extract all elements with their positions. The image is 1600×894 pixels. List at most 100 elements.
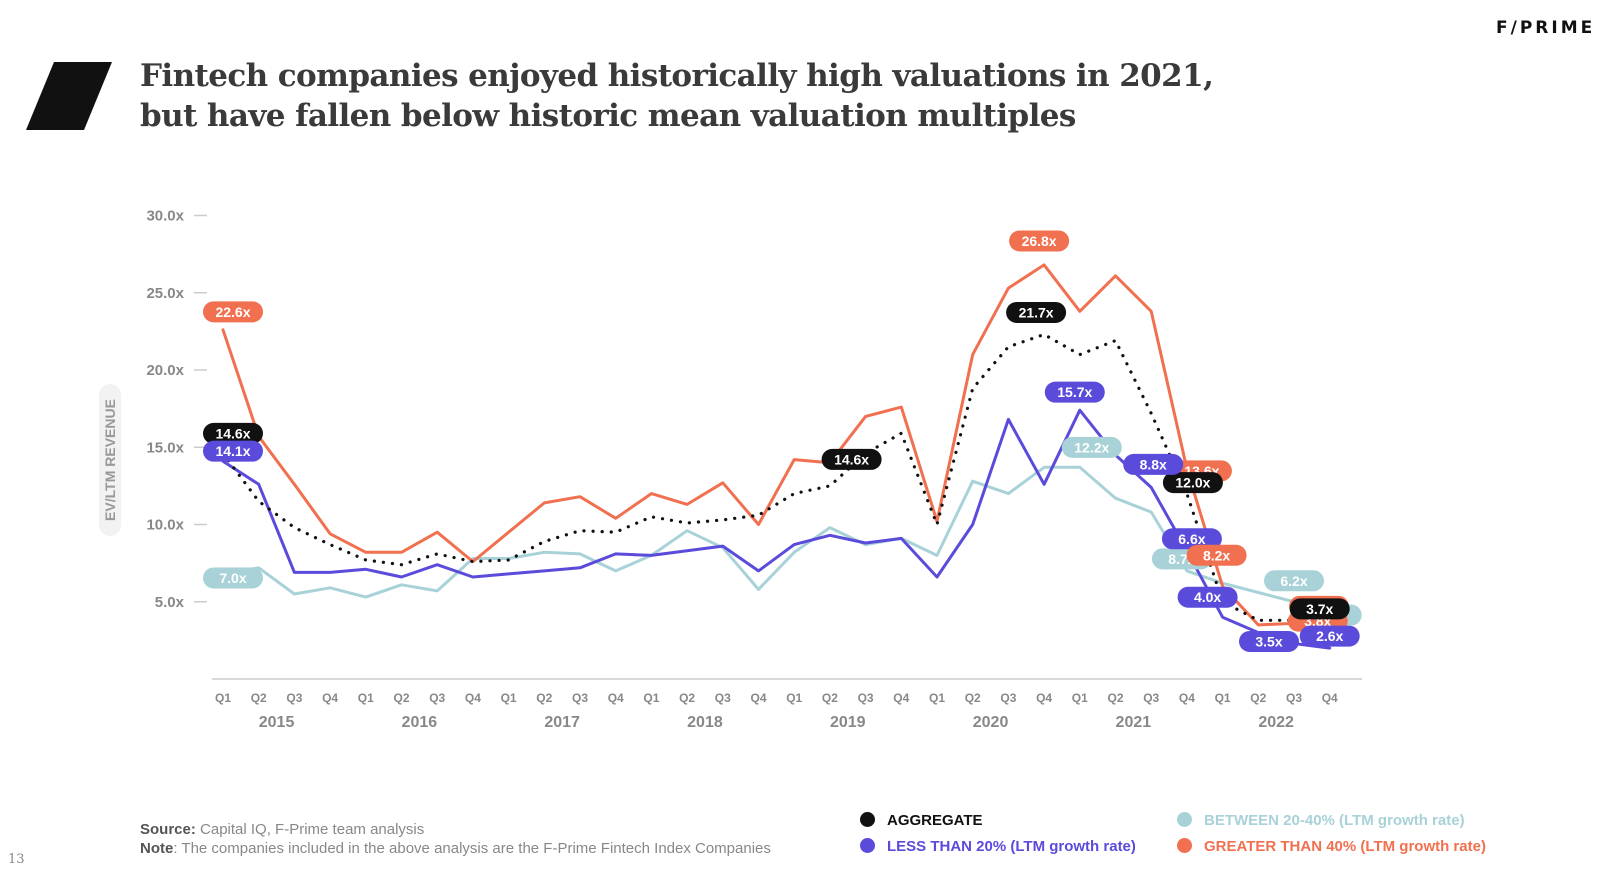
x-tick-label: Q1 (786, 691, 802, 705)
x-tick-label: Q2 (251, 691, 267, 705)
legend-item-less-than-20: LESS THAN 20% (LTM growth rate) (860, 838, 1136, 855)
legend-item-aggregate: AGGREGATE (860, 812, 983, 829)
x-year-label: 2015 (259, 714, 295, 731)
y-axis-label-bg (99, 384, 121, 536)
x-tick-label: Q1 (1072, 691, 1088, 705)
data-label-bg (821, 448, 882, 470)
data-label-text: 2.6x (1316, 628, 1343, 644)
series-line-between-20-40 (221, 465, 1332, 630)
data-label-text: 22.6x (215, 304, 250, 320)
data-label-between-20-40: 7.0x (203, 567, 263, 589)
data-label-text: 6.2x (1280, 573, 1307, 589)
x-tick-label: Q4 (1322, 691, 1338, 705)
data-label-text: 14.6x (834, 451, 869, 467)
data-label-aggregate: 12.0x (1162, 472, 1223, 494)
x-tick-label: Q1 (643, 691, 659, 705)
footnote: Source: Capital IQ, F-Prime team analysi… (140, 820, 771, 858)
data-label-bg (1264, 570, 1324, 592)
data-label-text: 14.6x (215, 425, 250, 441)
data-label-less-than-20: 2.6x (1299, 625, 1360, 647)
source-label: Source: (140, 821, 196, 838)
data-label-text: 12.0x (1175, 475, 1210, 491)
series-line-less-than-20 (221, 408, 1332, 650)
x-tick-label: Q3 (429, 691, 445, 705)
data-label-bg (1009, 230, 1070, 252)
y-axis-label-group: EV/LTM REVENUE (99, 384, 121, 536)
data-label-text: 12.2x (1074, 439, 1109, 455)
data-label-bg (1289, 598, 1350, 620)
x-tick-label: Q3 (1143, 691, 1159, 705)
data-label-aggregate: 3.7x (1289, 598, 1350, 620)
y-tick-label: 5.0x (155, 594, 185, 611)
data-label-text: 6.6x (1178, 531, 1205, 547)
x-year-label: 2019 (830, 714, 866, 731)
data-label-text: 14.1x (215, 443, 250, 459)
data-label-text: 7.0x (219, 570, 246, 586)
data-label-text: 3.7x (1306, 601, 1333, 617)
x-tick-label: Q2 (1107, 691, 1123, 705)
x-tick-label: Q4 (608, 691, 624, 705)
brand-logo: F/PRIME (1496, 18, 1596, 38)
source-text: Capital IQ, F-Prime team analysis (200, 821, 425, 838)
x-tick-label: Q2 (965, 691, 981, 705)
y-tick-label: 10.0x (146, 517, 184, 534)
x-year-label: 2018 (687, 714, 723, 731)
x-tick-label: Q1 (1215, 691, 1231, 705)
x-tick-label: Q4 (893, 691, 909, 705)
y-axis-label: EV/LTM REVENUE (102, 399, 118, 521)
title-line-2: but have fallen below historic mean valu… (140, 98, 1076, 134)
x-tick-label: Q3 (286, 691, 302, 705)
x-tick-label: Q2 (393, 691, 409, 705)
x-tick-label: Q2 (679, 691, 695, 705)
series-line-aggregate (221, 332, 1332, 624)
data-label-bg (1044, 381, 1105, 403)
data-label-bg (203, 440, 263, 462)
data-label-less-than-20: 14.1x (203, 440, 263, 462)
data-label-less-than-20: 4.0x (1177, 586, 1238, 608)
legend-label-aggregate: AGGREGATE (887, 812, 983, 829)
page-number: 13 (8, 852, 25, 867)
data-label-text: 15.7x (1057, 384, 1092, 400)
x-year-label: 2016 (402, 714, 438, 731)
legend-swatch-less-than-20 (860, 838, 875, 853)
x-tick-label: Q3 (715, 691, 731, 705)
x-tick-label: Q2 (1250, 691, 1266, 705)
data-label-less-than-20: 6.6x (1161, 528, 1222, 550)
data-label-text: 4.0x (1194, 589, 1221, 605)
x-tick-label: Q4 (322, 691, 338, 705)
data-label-less-than-20: 15.7x (1044, 381, 1105, 403)
x-tick-label: Q1 (358, 691, 374, 705)
x-tick-label: Q4 (750, 691, 766, 705)
legend-item-greater-than-40: GREATER THAN 40% (LTM growth rate) (1177, 838, 1486, 855)
data-label-bg (1186, 544, 1247, 566)
x-tick-label: Q4 (465, 691, 481, 705)
legend-swatch-greater-than-40 (1177, 838, 1192, 853)
data-label-bg (1162, 472, 1223, 494)
x-tick-label: Q1 (215, 691, 231, 705)
line-chart: 5.0x 10.0x 15.0x 20.0x 25.0x 30.0x EV/LTM REVE… (99, 208, 1362, 731)
data-label-bg (1177, 586, 1238, 608)
x-tick-label: Q3 (572, 691, 588, 705)
x-tick-label: Q2 (536, 691, 552, 705)
x-tick-label: Q3 (1286, 691, 1302, 705)
data-label-bg (1161, 528, 1222, 550)
data-label-text: 26.8x (1022, 233, 1057, 249)
x-tick-label: Q4 (1036, 691, 1052, 705)
data-label-greater-than-40: 22.6x (203, 301, 263, 323)
y-tick-label: 25.0x (146, 285, 184, 302)
note-label: Note (140, 840, 174, 857)
x-tick-label: Q3 (858, 691, 874, 705)
y-tick-label: 30.0x (146, 208, 184, 225)
data-label-aggregate: 21.7x (1006, 301, 1067, 323)
x-tick-label: Q4 (1179, 691, 1195, 705)
y-tick-label: 15.0x (146, 439, 184, 456)
source-line: Source: Capital IQ, F-Prime team analysi… (140, 820, 771, 839)
data-label-bg (203, 301, 263, 323)
data-label-greater-than-40: 8.2x (1186, 544, 1247, 566)
legend-swatch-between-20-40 (1177, 812, 1192, 827)
data-label-bg (203, 422, 263, 444)
x-tick-label: Q2 (822, 691, 838, 705)
data-label-greater-than-40: 26.8x (1009, 230, 1070, 252)
data-label-between-20-40: 12.2x (1061, 436, 1122, 458)
data-label-text: 21.7x (1019, 304, 1054, 320)
